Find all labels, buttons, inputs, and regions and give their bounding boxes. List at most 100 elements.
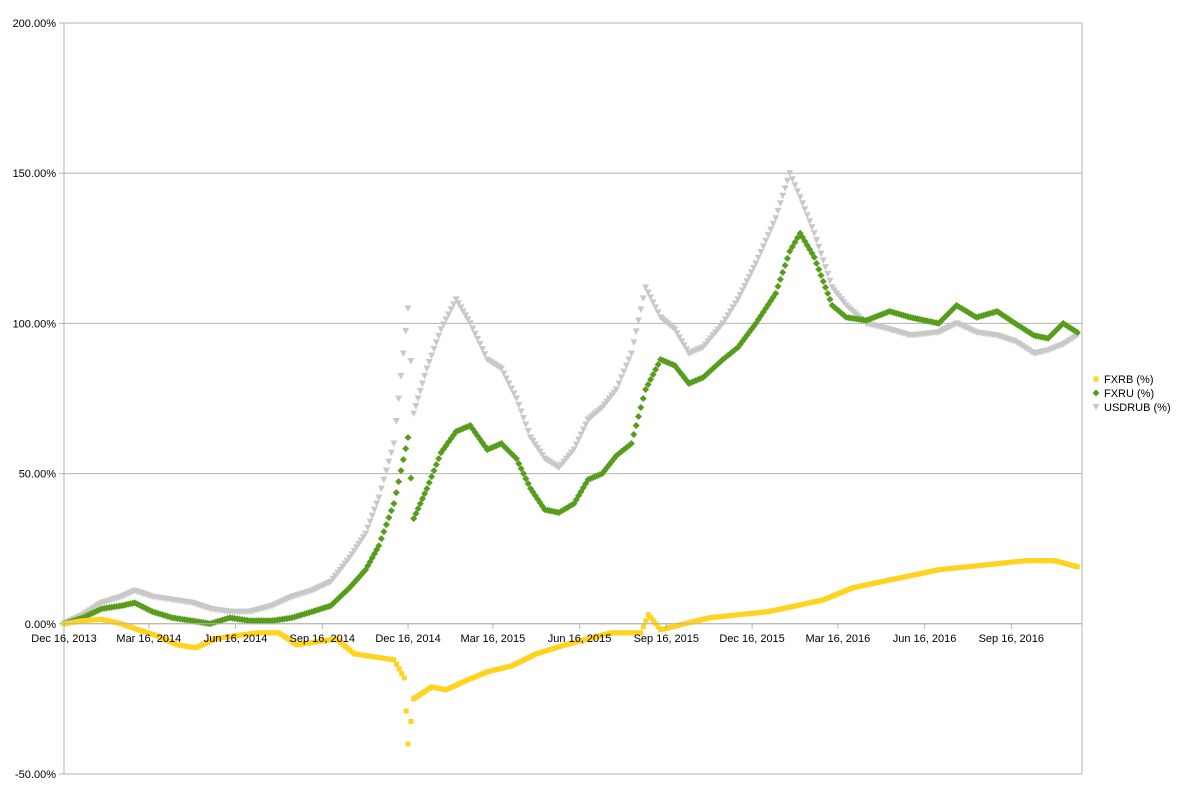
data-point [515, 402, 523, 409]
data-point [799, 200, 807, 207]
data-point [654, 309, 662, 316]
data-point [743, 278, 751, 285]
data-point [423, 365, 431, 372]
series-layer [60, 170, 1081, 747]
data-point [418, 495, 426, 503]
data-point [510, 390, 518, 397]
data-point [612, 386, 620, 393]
data-point [387, 507, 395, 515]
data-point [380, 476, 388, 484]
data-point [781, 185, 789, 192]
data-point [469, 325, 477, 333]
data-point [808, 224, 816, 231]
data-point [676, 334, 684, 341]
x-tick-label: Sep 16, 2015 [634, 633, 699, 645]
data-point [813, 259, 821, 267]
data-point [404, 305, 412, 312]
x-tick-label: Mar 16, 2015 [460, 633, 525, 645]
data-point [408, 718, 414, 724]
data-point [370, 506, 378, 514]
data-point [617, 374, 625, 381]
data-point [650, 618, 656, 624]
legend-label: FXRU (%) [1104, 388, 1154, 400]
data-point [430, 345, 438, 353]
data-point [639, 295, 647, 302]
gridlines [59, 22, 1082, 775]
data-point [806, 218, 814, 225]
data-point [500, 370, 508, 377]
x-tick-label: Dec 16, 2013 [31, 633, 96, 645]
data-point [410, 410, 418, 418]
data-point [414, 395, 422, 402]
data-point [791, 238, 799, 246]
data-point [783, 254, 791, 262]
data-point [462, 312, 470, 319]
data-point [635, 317, 643, 324]
data-point [821, 264, 829, 271]
data-point [627, 350, 635, 357]
data-point [655, 624, 661, 630]
series-fxru [60, 229, 1081, 628]
data-point [538, 452, 546, 459]
data-point [826, 295, 834, 303]
data-point [764, 232, 772, 239]
data-point [642, 385, 650, 393]
series-fxrb [61, 558, 1080, 747]
data-point [810, 253, 818, 261]
data-point [442, 316, 450, 323]
x-tick-label: Sep 16, 2014 [290, 633, 355, 645]
data-point [454, 300, 462, 307]
data-point [721, 316, 729, 323]
data-point [478, 346, 486, 353]
data-point [395, 478, 403, 486]
data-point [729, 304, 737, 311]
data-point [767, 226, 775, 234]
data-point [401, 675, 407, 681]
data-point [399, 670, 405, 676]
data-point [423, 485, 431, 493]
data-point [620, 368, 628, 375]
data-point [757, 249, 765, 256]
data-point [803, 212, 811, 219]
legend-label: USDRUB (%) [1104, 402, 1171, 414]
x-tick-label: Dec 16, 2014 [375, 633, 440, 645]
data-point [649, 299, 657, 306]
data-point [724, 312, 732, 319]
data-point [362, 530, 370, 538]
legend-label: FXRB (%) [1104, 374, 1154, 386]
data-point [474, 335, 482, 343]
data-point [407, 474, 415, 482]
data-point [794, 188, 802, 195]
data-point [390, 440, 398, 448]
data-point [428, 352, 436, 359]
data-point [615, 380, 623, 387]
data-point [779, 268, 787, 276]
data-point [402, 327, 410, 335]
legend-marker [1093, 376, 1099, 382]
x-tick-label: Jun 16, 2014 [204, 633, 268, 645]
data-point [647, 294, 655, 301]
data-point [373, 500, 381, 508]
data-point [450, 301, 458, 308]
data-point [502, 375, 510, 382]
data-point [517, 408, 525, 416]
y-tick-labels: -50.00% 0.00% 50.00% 100.00% 150.00% 200.00% [13, 18, 57, 781]
data-point [382, 521, 390, 529]
data-point [425, 479, 433, 487]
data-point [819, 277, 827, 285]
y-tick-label: 0.00% [25, 619, 56, 631]
data-point [531, 441, 539, 449]
data-point [731, 300, 739, 307]
y-tick-label: 100.00% [13, 318, 57, 330]
y-tick-label: -50.00% [15, 769, 56, 781]
data-point [522, 421, 530, 429]
data-point [527, 434, 535, 442]
data-point [382, 467, 390, 475]
data-point [769, 220, 777, 228]
x-tick-label: Mar 16, 2016 [805, 633, 870, 645]
data-point [536, 448, 544, 456]
data-point [644, 289, 652, 296]
data-point [638, 630, 644, 636]
y-tick-label: 150.00% [13, 168, 57, 180]
data-point [627, 440, 635, 448]
